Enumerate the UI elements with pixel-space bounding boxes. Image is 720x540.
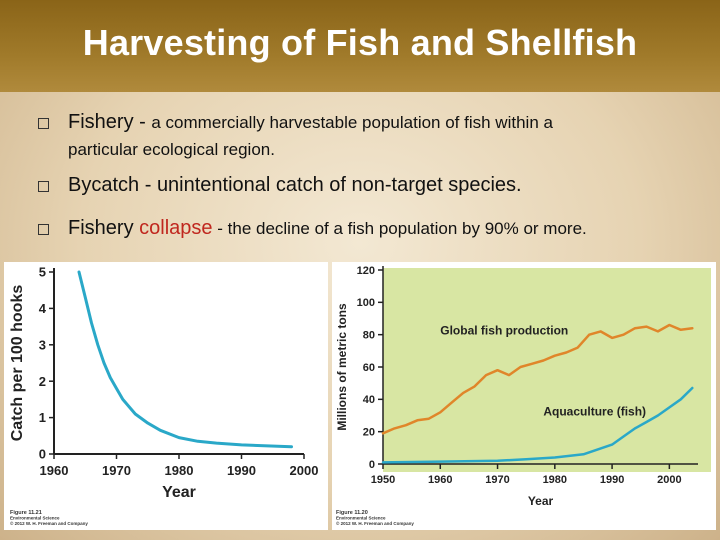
figure-caption: © 2012 W. H. Freeman and Company xyxy=(336,520,414,526)
bullet-marker xyxy=(38,224,49,235)
bullet-separator: - xyxy=(133,111,152,133)
y-tick-label: 40 xyxy=(363,394,375,406)
y-axis-label: Millions of metric tons xyxy=(335,303,349,431)
slide-title: Harvesting of Fish and Shellfish xyxy=(82,22,638,63)
x-tick-label: 1950 xyxy=(371,474,395,486)
x-axis-label: Year xyxy=(528,494,554,508)
figure-caption: Environmental Science xyxy=(10,516,60,521)
y-tick-label: 0 xyxy=(39,447,46,462)
bullet-definition: a commercially harvestable population of… xyxy=(151,113,553,132)
bullet-term: Fishery xyxy=(68,217,134,239)
series-line xyxy=(381,386,694,464)
bullet-highlight: collapse xyxy=(139,217,213,239)
title-bar: Harvesting of Fish and Shellfish xyxy=(0,0,720,92)
y-tick-label: 120 xyxy=(357,265,375,277)
bullet-fishery: Fishery - a commercially harvestable pop… xyxy=(68,109,553,163)
y-tick-label: 4 xyxy=(39,301,47,316)
bullet-definition: unintentional catch of non-target specie… xyxy=(156,174,522,196)
x-tick-label: 1960 xyxy=(40,463,69,478)
x-tick-label: 1980 xyxy=(165,463,194,478)
chart-panel-production: 0 20 40 60 80 100 120 1950 1960 1970 1980 1990 2000 Y… xyxy=(332,262,716,530)
x-tick-label: 2000 xyxy=(657,474,681,486)
bullet-term: Bycatch xyxy=(68,174,140,196)
x-tick-label: 1980 xyxy=(543,474,567,486)
x-tick-label: 1960 xyxy=(428,474,452,486)
bullet-marker xyxy=(38,181,49,192)
x-tick-label: 1990 xyxy=(600,474,624,486)
figure-caption: Figure 11.21 xyxy=(10,510,42,516)
y-tick-label: 60 xyxy=(363,362,375,374)
production-chart: 0 20 40 60 80 100 120 1950 1960 1970 1980 1990 2000 Y… xyxy=(335,265,711,526)
bullet-marker xyxy=(38,118,49,129)
y-tick-label: 1 xyxy=(39,410,46,425)
y-tick-label: 100 xyxy=(357,297,375,309)
chart-panel-catch: 0 1 2 3 4 5 1960 1970 1980 1990 2000 Year Catch per … xyxy=(4,262,328,530)
catch-chart: 0 1 2 3 4 5 1960 1970 1980 1990 2000 Year Catch per … xyxy=(9,265,319,526)
figure-caption: Environmental Science xyxy=(336,516,386,521)
x-axis-label: Year xyxy=(162,484,196,501)
series-label-aquaculture: Aquaculture (fish) xyxy=(543,405,646,419)
y-tick-label: 80 xyxy=(363,330,375,342)
figure-caption: Figure 11.20 xyxy=(336,510,368,516)
y-tick-label: 20 xyxy=(363,427,375,439)
bullet-collapse: Fishery collapse - the decline of a fish… xyxy=(68,215,587,242)
y-tick-label: 0 xyxy=(369,459,375,471)
y-tick-label: 2 xyxy=(39,374,46,389)
series-label-global: Global fish production xyxy=(440,324,568,338)
bullet-definition: the decline of a fish population by 90% … xyxy=(227,219,587,238)
series-line xyxy=(77,270,293,449)
figure-caption: © 2012 W. H. Freeman and Company xyxy=(10,520,88,526)
bullet-bycatch: Bycatch - unintentional catch of non-tar… xyxy=(68,172,522,198)
y-tick-label: 5 xyxy=(39,265,46,280)
bullet-definition-cont: particular ecological region. xyxy=(68,140,275,159)
y-tick-label: 3 xyxy=(39,337,46,352)
x-tick-label: 1990 xyxy=(227,463,256,478)
series-line xyxy=(381,323,694,435)
y-axis-label: Catch per 100 hooks xyxy=(9,285,26,442)
x-tick-label: 2000 xyxy=(290,463,319,478)
plot-area xyxy=(383,268,711,472)
bullet-term: Fishery xyxy=(68,111,134,133)
x-tick-label: 1970 xyxy=(485,474,509,486)
x-tick-label: 1970 xyxy=(102,463,131,478)
bullet-separator: - xyxy=(212,219,228,238)
bullet-separator: - xyxy=(139,174,157,196)
